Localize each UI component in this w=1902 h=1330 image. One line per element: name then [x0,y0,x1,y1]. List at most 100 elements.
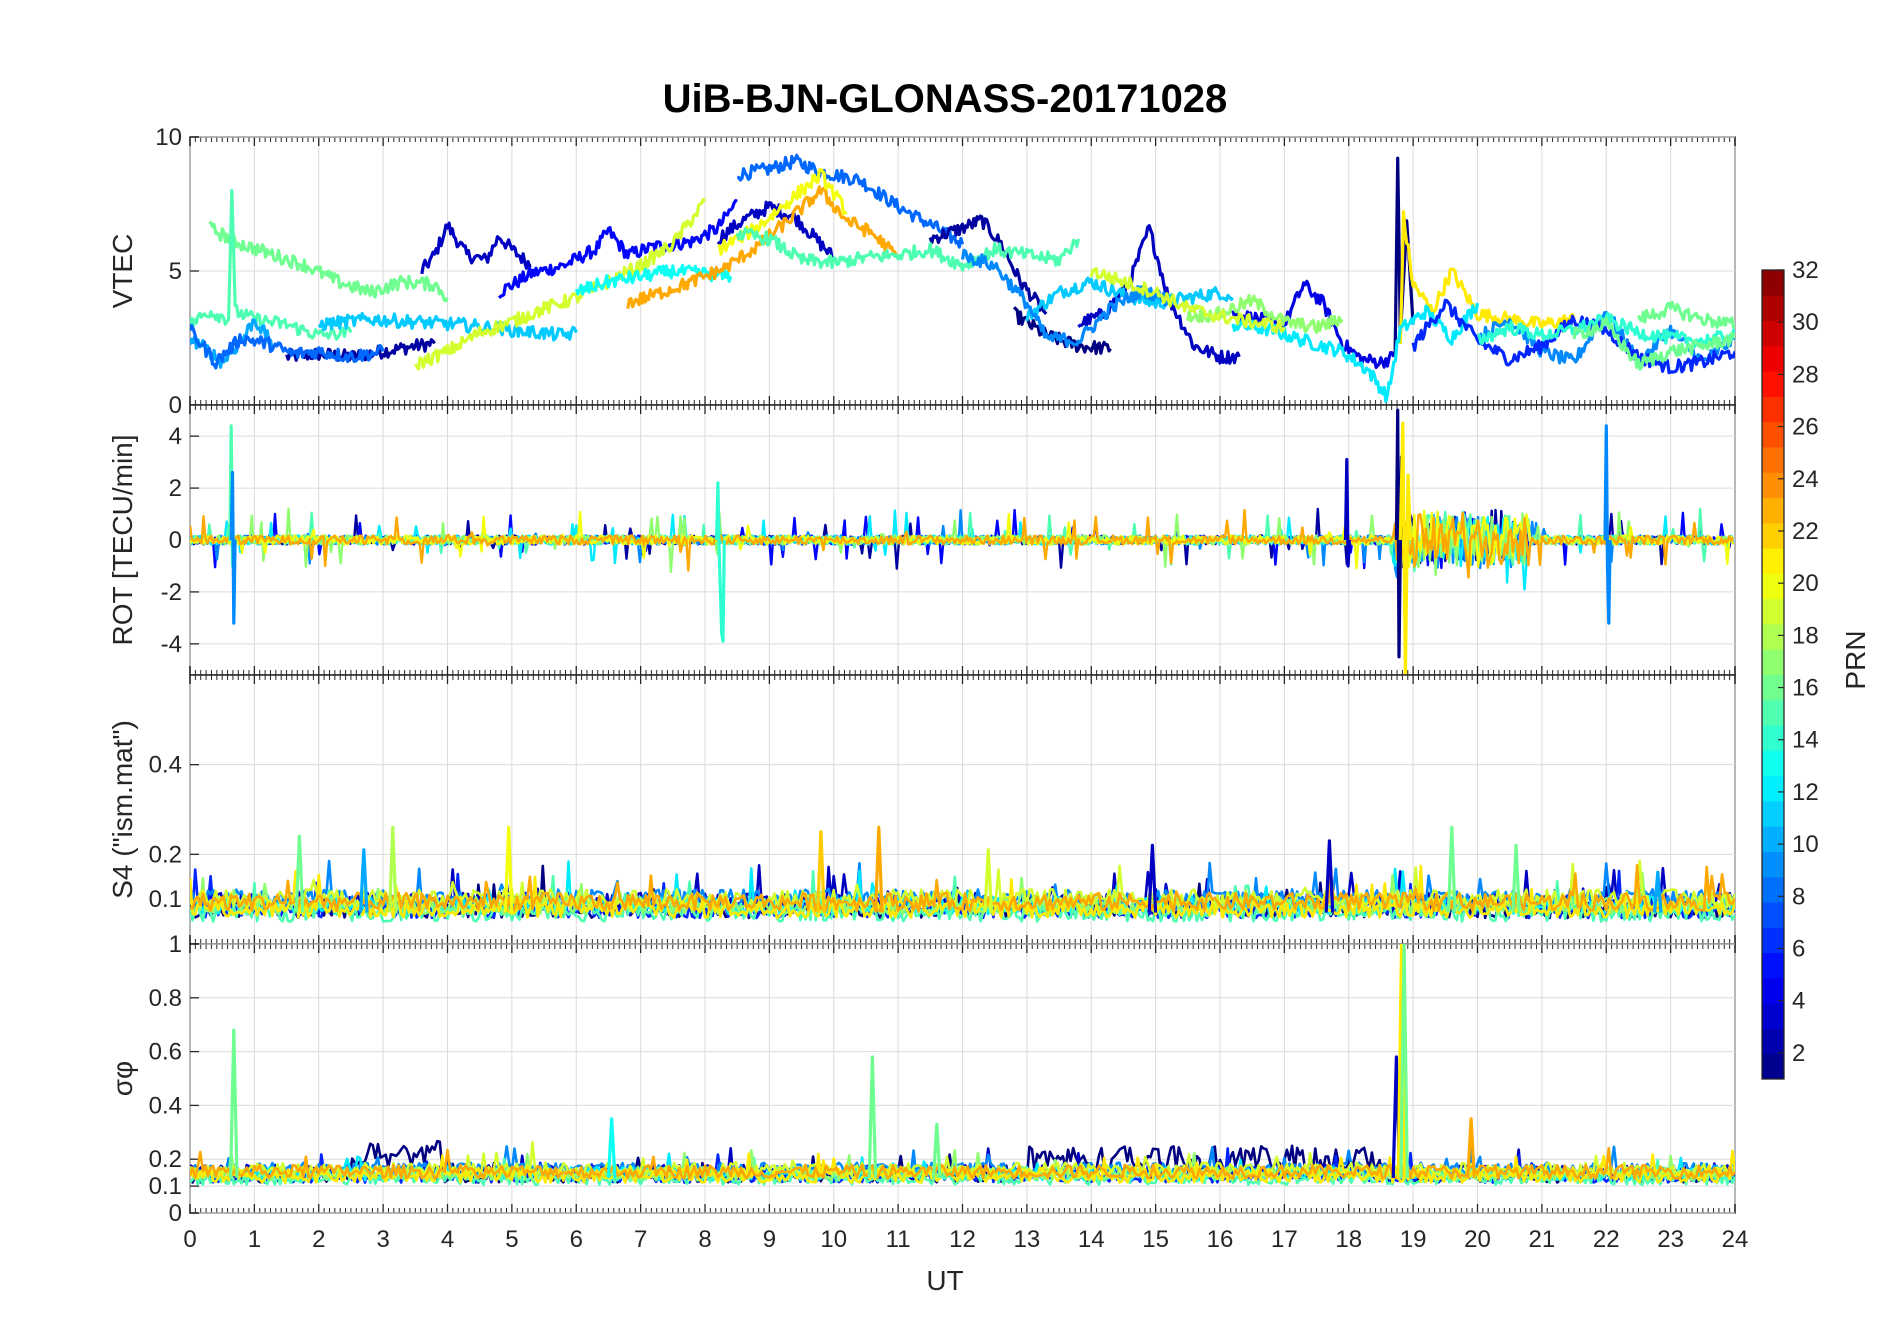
colorbar-tick-label: 26 [1792,414,1819,441]
rot-spike-prn-9 [1603,424,1612,625]
colorbar-segment [1762,725,1784,751]
colorbar-segment [1762,421,1784,448]
vtec-series-prn-15 [190,189,353,341]
s4-peak-prn-10 [359,848,369,913]
panel-vtec: 0 5 10 VTEC [107,124,1736,419]
x-tick-label: 19 [1400,1226,1427,1253]
colorbar-segment [1762,952,1784,979]
vtec-series-prn-16 [1572,316,1735,371]
plot-area-rot [190,408,1735,675]
colorbar-segment [1762,345,1784,372]
y-axis-label-sigma_phi: σφ [107,1061,138,1096]
x-tick-label: 9 [763,1226,776,1253]
colorbar-segment [1762,800,1784,827]
x-tick-label: 1 [248,1226,261,1253]
colorbar-tick-label: 6 [1792,936,1805,963]
s4-peak-prn-20 [503,825,514,913]
colorbar-segment [1762,1003,1784,1029]
y-tick-label: 0 [169,527,182,554]
colorbar-tick-label: 12 [1792,779,1819,806]
y-tick-label: -2 [161,579,182,606]
y-tick-label: 0.6 [149,1039,182,1066]
y-tick-label: 2 [169,475,182,502]
s4-peak-prn-22 [816,830,826,913]
colorbar-label: PRN [1840,630,1871,689]
colorbar-segment [1762,295,1784,322]
vtec-series-prn-15 [735,227,1080,272]
y-tick-label: 0.2 [149,1146,182,1173]
colorbar-tick-label: 30 [1792,309,1819,336]
sigma_phi-peak-prn-16 [229,1028,239,1179]
vtec-series-prn-9 [960,248,1170,348]
colorbar-segment [1762,977,1784,1004]
colorbar-segment [1762,522,1784,549]
rot-spike-prn-3 [1343,457,1351,568]
colorbar-segment [1762,649,1784,675]
colorbar-frame [1761,269,1785,1080]
colorbar-segment [1762,472,1784,499]
x-tick-label: 12 [949,1226,976,1253]
colorbar-segment [1762,396,1784,423]
y-tick-label: 0.4 [149,752,182,779]
x-tick-label: 18 [1335,1226,1362,1253]
y-tick-label: 10 [155,124,182,151]
x-tick-label: 0 [183,1226,196,1253]
sigma_phi-series-prn-23 [190,1147,1735,1180]
colorbar-segment [1762,270,1784,296]
colorbar-tick-label: 32 [1792,257,1819,284]
colorbar-segment [1762,1028,1784,1055]
s4-peak-prn-23 [874,825,884,913]
x-tick-label: 20 [1464,1226,1491,1253]
vtec-series-prn-8 [737,153,965,249]
colorbar-tick-label: 4 [1792,988,1805,1015]
y-tick-label: 0.8 [149,985,182,1012]
colorbar-segment [1762,851,1784,878]
colorbar-segment [1762,446,1784,473]
colorbar-segment [1762,902,1784,928]
sigma_phi-peak-prn-16 [931,1122,942,1179]
colorbar-segment [1762,371,1784,397]
colorbar-segment [1762,775,1784,802]
rot-noise-prn-23 [190,508,1735,579]
colorbar-tick-label: 10 [1792,831,1819,858]
y-tick-label: 0.1 [149,886,182,913]
plot-area-s4 [190,825,1735,923]
vtec-series-prn-11 [317,311,578,342]
colorbar-segment [1762,826,1784,852]
x-tick-label: 14 [1078,1226,1105,1253]
colorbar-segment [1762,623,1784,650]
colorbar-segment [1762,548,1784,574]
vtec-series-prn-21 [1398,210,1576,344]
s4-peak-prn-16 [1446,825,1457,913]
colorbar-tick-label: 28 [1792,361,1819,388]
vtec-series-prn-8 [190,323,385,370]
x-tick-label: 16 [1207,1226,1234,1253]
colorbar-tick-label: 22 [1792,518,1819,545]
colorbar-tick-label: 16 [1792,675,1819,702]
x-tick-label: 10 [820,1226,847,1253]
vtec-series-prn-6 [1411,298,1735,375]
s4-peak-prn-10 [1652,870,1663,913]
colorbar-segment [1762,1053,1784,1080]
vtec-series-prn-3 [716,200,835,260]
colorbar-tick-label: 18 [1792,622,1819,649]
y-tick-label: 0 [169,392,182,419]
vtec-series-prn-5 [497,199,738,300]
x-tick-label: 21 [1529,1226,1556,1253]
sigma_phi-peak-prn-16 [1399,944,1409,1179]
plot-area-vtec [190,153,1735,403]
colorbar-tick-label: 8 [1792,883,1805,910]
rot-spike-prn-9 [229,470,237,625]
y-tick-label: 5 [169,258,182,285]
colorbar-tick-label: 14 [1792,727,1819,754]
sigma_phi-peak-prn-23 [1466,1117,1476,1179]
panel-s4: 0.1 0.2 0.4 S4 ("ism.mat") [107,674,1736,945]
colorbar-segment [1762,750,1784,777]
s4-series-prn-23 [190,864,1735,913]
vtec-series-prn-19 [414,197,707,371]
x-tick-label: 5 [505,1226,518,1253]
colorbar-segment [1762,320,1784,347]
